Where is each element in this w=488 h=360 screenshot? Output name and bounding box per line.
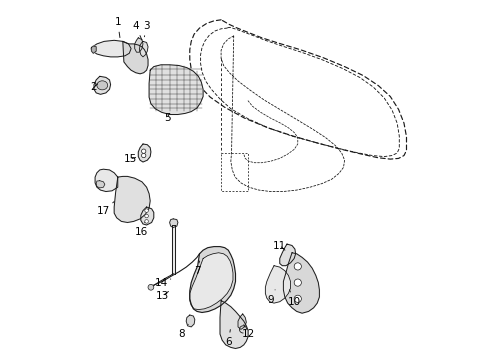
Polygon shape [114, 176, 150, 222]
Circle shape [144, 220, 148, 223]
Text: 16: 16 [135, 222, 148, 237]
Text: 10: 10 [287, 290, 300, 307]
Circle shape [294, 263, 301, 270]
Polygon shape [95, 169, 118, 192]
Ellipse shape [97, 81, 107, 90]
Text: 11: 11 [273, 240, 286, 251]
Polygon shape [169, 219, 178, 228]
Circle shape [144, 214, 148, 218]
Circle shape [148, 284, 153, 290]
Text: 15: 15 [123, 154, 136, 164]
Polygon shape [134, 38, 142, 52]
Text: 13: 13 [156, 291, 169, 301]
Polygon shape [279, 244, 295, 266]
Polygon shape [122, 41, 148, 74]
Polygon shape [238, 314, 246, 329]
Polygon shape [91, 46, 96, 53]
Circle shape [141, 149, 145, 153]
Polygon shape [96, 181, 104, 188]
Text: 5: 5 [163, 113, 170, 123]
Text: 9: 9 [266, 290, 275, 305]
Polygon shape [172, 225, 175, 274]
Polygon shape [265, 266, 290, 303]
Circle shape [294, 295, 301, 302]
Text: 7: 7 [193, 261, 200, 276]
Circle shape [141, 153, 145, 158]
Circle shape [294, 279, 301, 286]
Polygon shape [189, 247, 235, 312]
Polygon shape [189, 253, 232, 310]
Polygon shape [220, 301, 247, 348]
Polygon shape [283, 253, 319, 313]
Polygon shape [91, 40, 131, 57]
Circle shape [144, 209, 148, 212]
Text: 8: 8 [178, 324, 188, 339]
Text: 6: 6 [224, 330, 231, 347]
Polygon shape [138, 144, 151, 162]
Text: 4: 4 [132, 21, 142, 40]
Polygon shape [149, 65, 203, 114]
Text: 3: 3 [143, 21, 150, 37]
Polygon shape [186, 315, 194, 327]
Polygon shape [94, 76, 110, 94]
Polygon shape [139, 41, 148, 57]
Polygon shape [141, 207, 153, 225]
Text: 17: 17 [97, 202, 114, 216]
Text: 1: 1 [114, 17, 121, 37]
Text: 2: 2 [90, 82, 98, 92]
Text: 12: 12 [242, 325, 255, 339]
Text: 14: 14 [154, 278, 170, 288]
